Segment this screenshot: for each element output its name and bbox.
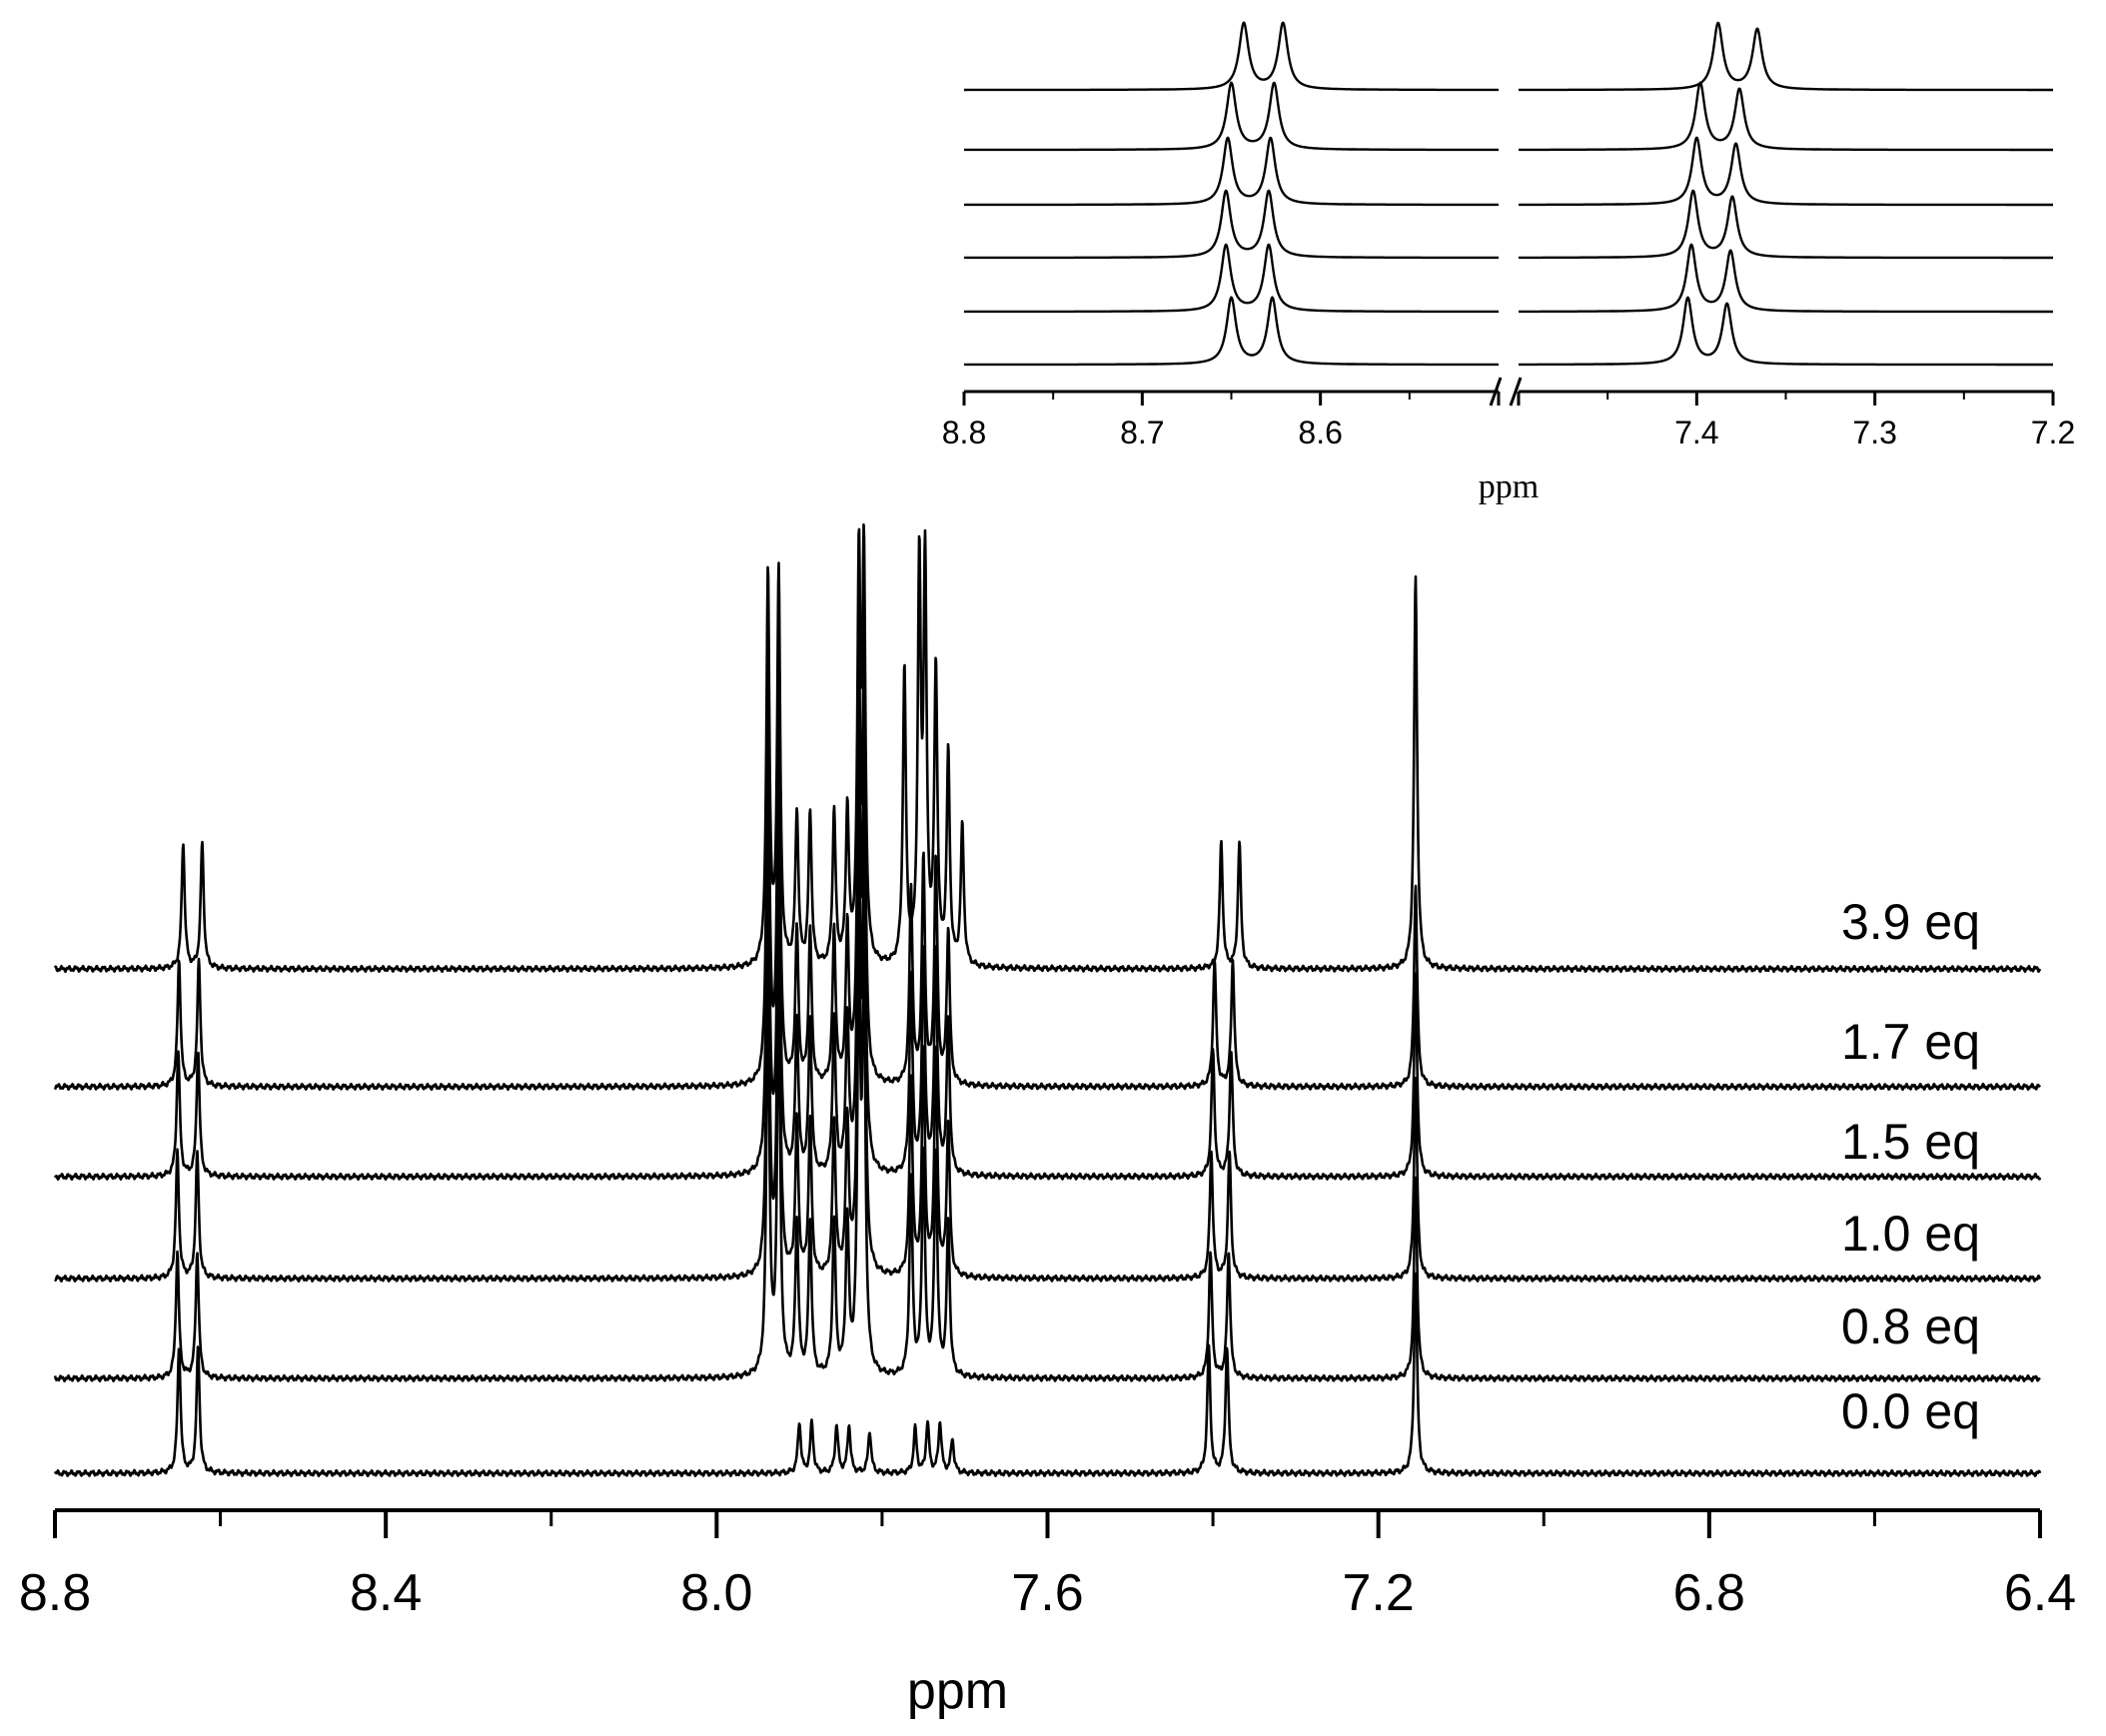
x-tick-label: 8.4: [350, 1564, 422, 1622]
inset-tick-label: 8.7: [1120, 415, 1164, 450]
inset-axis-title: ppm: [1479, 468, 1539, 505]
x-tick-label: 6.8: [1673, 1564, 1745, 1622]
spectrum-trace-3: [53, 733, 2042, 1182]
inset-spectra-plot: 8.8 8.7 8.6 7.4 7.3 7.2 ppm: [942, 21, 2075, 505]
spectrum-trace-2: [54, 834, 2042, 1284]
inset-tick-label: 7.4: [1674, 415, 1718, 450]
inset-trace-2-seg1: [1518, 189, 2054, 260]
inset-trace-5-seg1: [1518, 21, 2054, 92]
series-label-3: 1.5 eq: [1841, 1114, 1980, 1170]
inset-trace-4-seg1: [1518, 81, 2054, 152]
x-tick-label: 8.8: [19, 1564, 91, 1622]
spectrum-trace-1: [53, 935, 2041, 1383]
series-label-4: 1.7 eq: [1841, 1014, 1980, 1070]
inset-trace-0-seg0: [963, 296, 1500, 367]
series-label-1: 0.8 eq: [1841, 1299, 1980, 1354]
inset-trace-5-seg0: [963, 21, 1500, 92]
spectrum-trace-4: [53, 643, 2041, 1092]
inset-axis-break-mark: [1509, 377, 1523, 407]
spectrum-trace-5: [53, 523, 2042, 974]
x-tick-label: 6.4: [2004, 1564, 2076, 1622]
x-tick-label: 7.2: [1343, 1564, 1415, 1622]
main-spectra-plot: 0.0 eq 0.8 eq 1.0 eq 1.5 eq 1.7 eq 3.9 eq 8.8 8…: [19, 523, 2076, 1720]
inset-trace-4-seg0: [963, 81, 1500, 152]
spectrum-trace-0: [53, 1272, 2042, 1478]
inset-trace-2-seg0: [963, 189, 1500, 260]
series-label-2: 1.0 eq: [1841, 1206, 1980, 1262]
inset-trace-3-seg1: [1518, 136, 2054, 207]
inset-trace-3-seg0: [963, 136, 1500, 207]
series-label-0: 0.0 eq: [1841, 1383, 1980, 1439]
series-label-5: 3.9 eq: [1841, 894, 1980, 950]
inset-tick-label: 7.3: [1852, 415, 1896, 450]
inset-trace-1-seg0: [963, 243, 1500, 314]
inset-axis-break-mark: [1489, 377, 1503, 407]
inset-tick-label: 7.2: [2031, 415, 2075, 450]
inset-trace-0-seg1: [1518, 296, 2054, 367]
inset-tick-label: 8.6: [1298, 415, 1342, 450]
x-tick-label: 8.0: [680, 1564, 752, 1622]
x-axis-title: ppm: [907, 1662, 1008, 1720]
inset-tick-label: 8.8: [942, 415, 986, 450]
x-tick-label: 7.6: [1011, 1564, 1083, 1622]
inset-trace-1-seg1: [1518, 243, 2054, 314]
